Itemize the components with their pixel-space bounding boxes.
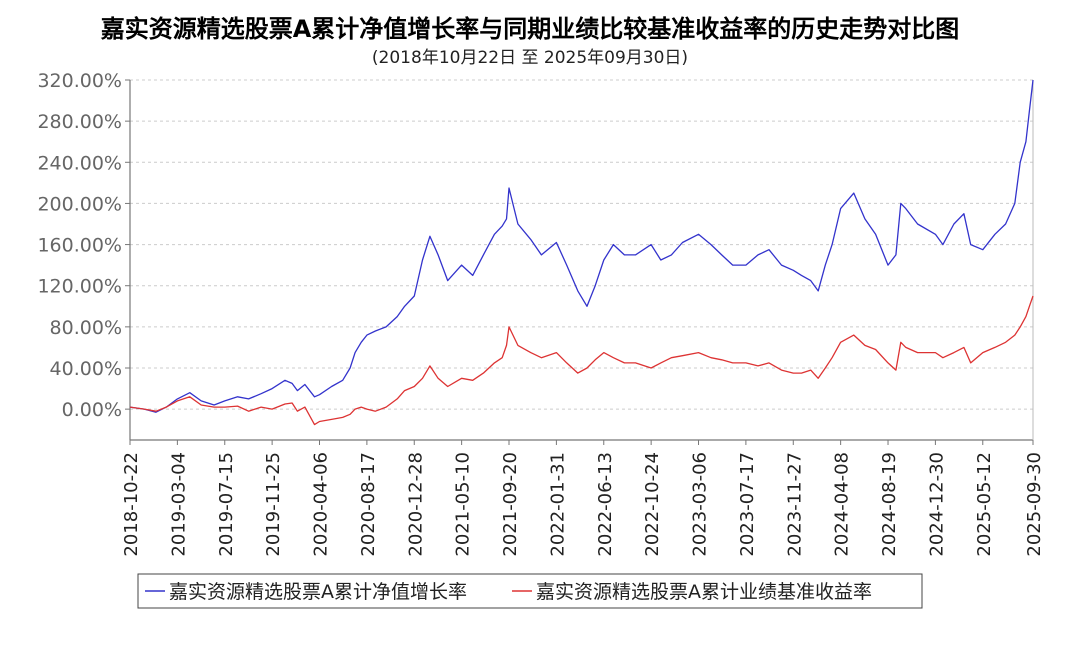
x-tick-label: 2019-03-04 [168, 452, 189, 557]
x-tick-label: 2018-10-22 [121, 452, 142, 557]
chart-subtitle: (2018年10月22日 至 2025年09月30日) [372, 48, 688, 68]
y-tick-label: 320.00% [37, 70, 122, 92]
x-tick-label: 2021-09-20 [500, 452, 521, 557]
x-tick-label: 2022-10-24 [642, 452, 663, 557]
x-tick-label: 2022-01-31 [547, 452, 568, 557]
legend: 嘉实资源精选股票A累计净值增长率 嘉实资源精选股票A累计业绩基准收益率 [137, 573, 923, 609]
chart-title: 嘉实资源精选股票A累计净值增长率与同期业绩比较基准收益率的历史走势对比图 [101, 15, 960, 43]
y-tick-label: 40.00% [50, 358, 122, 380]
series-line-nav-growth [129, 79, 1034, 413]
y-tick-label: 0.00% [62, 399, 122, 421]
x-tick-label: 2021-05-10 [453, 452, 474, 557]
x-axis-ticks: 2018-10-22 2019-03-04 2019-07-15 2019-11-25… [121, 440, 1045, 557]
x-tick-label: 2023-03-06 [690, 452, 711, 557]
y-tick-label: 200.00% [37, 193, 122, 215]
y-tick-label: 280.00% [37, 111, 122, 133]
y-tick-label: 80.00% [50, 317, 122, 339]
legend-label-benchmark: 嘉实资源精选股票A累计业绩基准收益率 [536, 581, 872, 603]
x-tick-label: 2020-08-17 [358, 452, 379, 557]
x-tick-label: 2019-07-15 [216, 452, 237, 557]
x-tick-label: 2019-11-25 [263, 452, 284, 557]
x-tick-label: 2023-07-17 [737, 452, 758, 557]
x-tick-label: 2024-12-30 [926, 452, 947, 557]
legend-label-nav: 嘉实资源精选股票A累计净值增长率 [169, 581, 467, 603]
x-tick-label: 2024-04-08 [832, 452, 853, 557]
x-tick-label: 2024-08-19 [879, 452, 900, 557]
x-tick-label: 2025-05-12 [974, 452, 995, 557]
x-tick-label: 2022-06-13 [595, 452, 616, 557]
x-tick-label: 2025-09-30 [1024, 452, 1045, 557]
y-tick-label: 240.00% [37, 152, 122, 174]
axis-layer [129, 80, 1034, 441]
grid-layer [130, 79, 1033, 410]
y-axis-ticks: 0.00% 40.00% 80.00% 120.00% 160.00% 200.00% 24… [37, 70, 130, 421]
series-line-benchmark-return [129, 295, 1034, 426]
y-tick-label: 120.00% [37, 276, 122, 298]
series-layer [129, 79, 1034, 426]
x-tick-label: 2023-11-27 [784, 452, 805, 557]
x-tick-label: 2020-12-28 [405, 452, 426, 557]
x-tick-label: 2020-04-06 [311, 452, 332, 557]
y-tick-label: 160.00% [37, 235, 122, 257]
